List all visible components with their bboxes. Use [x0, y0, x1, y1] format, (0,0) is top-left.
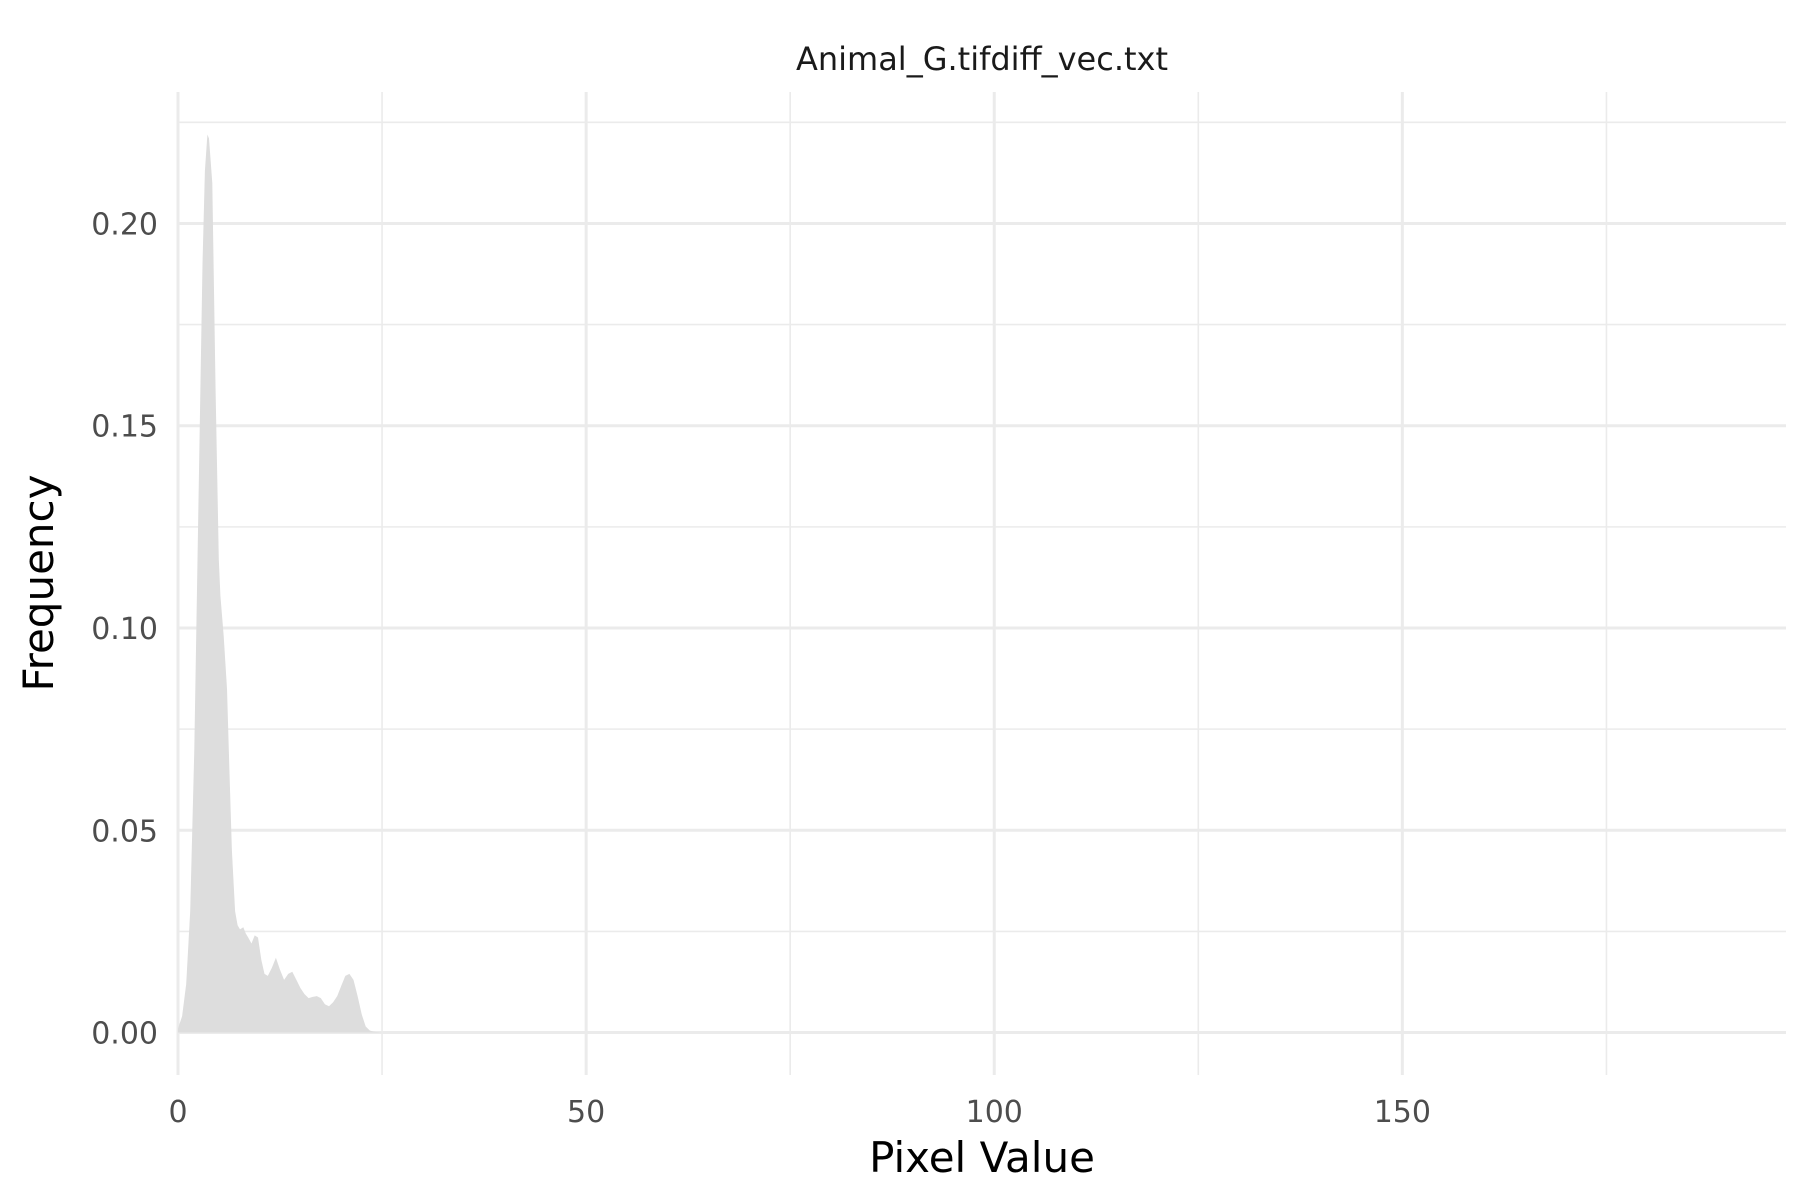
y-axis-ticks: 0.00 0.05 0.10 0.15 0.20: [91, 207, 158, 1051]
density-area-layer: [178, 134, 1786, 1033]
y-tick-label-3: 0.15: [91, 410, 158, 445]
x-tick-label-2: 100: [966, 1095, 1023, 1130]
density-area-0: [178, 134, 1786, 1033]
x-axis-ticks: 0 50 100 150: [168, 1095, 1431, 1130]
y-tick-label-1: 0.05: [91, 814, 158, 849]
y-axis-title: Frequency: [14, 475, 63, 692]
y-tick-label-4: 0.20: [91, 207, 158, 242]
y-tick-label-2: 0.10: [91, 612, 158, 647]
x-tick-label-0: 0: [168, 1095, 187, 1130]
chart-title: Animal_G.tifdiff_vec.txt: [796, 40, 1168, 78]
x-tick-label-1: 50: [567, 1095, 605, 1130]
grid: [176, 92, 1786, 1075]
x-axis-title: Pixel Value: [869, 1133, 1095, 1182]
y-tick-label-0: 0.00: [91, 1017, 158, 1052]
x-tick-label-3: 150: [1374, 1095, 1431, 1130]
